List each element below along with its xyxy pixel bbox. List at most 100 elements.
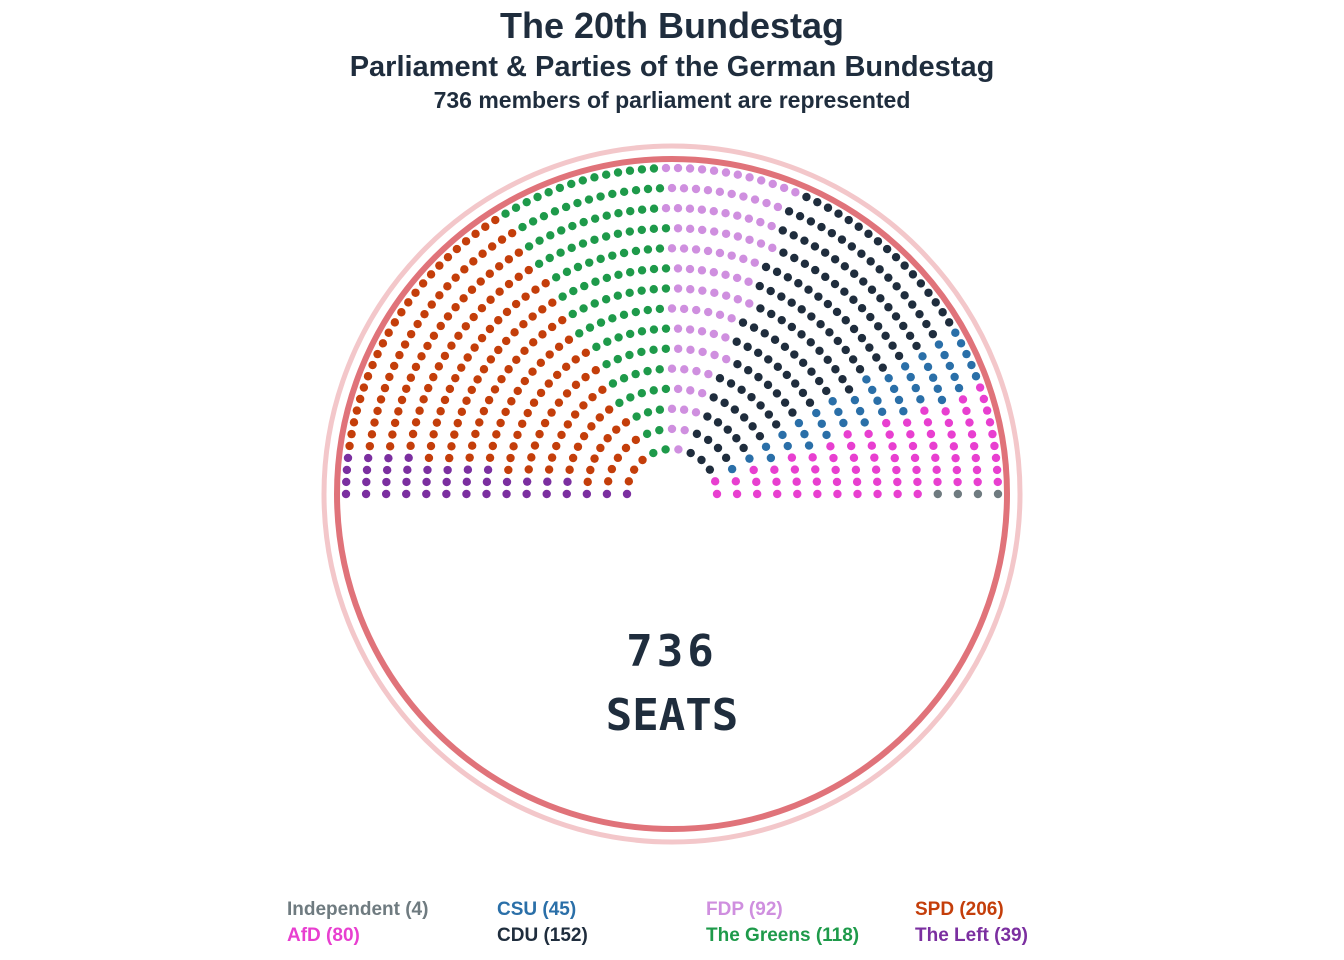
seat-the-greens (649, 345, 658, 355)
seat-afd (971, 453, 981, 463)
seat-spd (502, 336, 511, 346)
seat-cdu (924, 288, 933, 297)
seat-cdu (912, 341, 921, 351)
seat-spd (445, 384, 455, 394)
seat-spd (509, 442, 518, 451)
seat-the-greens (614, 209, 623, 218)
seat-afd (929, 441, 938, 451)
seat-csu (956, 339, 966, 348)
seat-the-greens (626, 207, 635, 216)
seat-the-greens (524, 242, 534, 251)
seat-afd (710, 477, 720, 486)
seat-cdu (905, 331, 915, 341)
seat-the-greens (573, 262, 583, 272)
seat-spd (558, 315, 567, 325)
seat-fdp (692, 305, 701, 315)
seat-spd (507, 228, 517, 238)
seat-spd (443, 282, 452, 291)
seat-fdp (698, 286, 707, 295)
seat-cdu (840, 287, 849, 296)
seat-cdu (807, 367, 816, 376)
seat-spd (429, 372, 438, 382)
seat-csu (783, 441, 792, 451)
seat-csu (889, 384, 899, 394)
seat-spd (506, 453, 515, 463)
seat-fdp (704, 369, 713, 379)
seat-spd (417, 352, 426, 361)
seat-spd (495, 287, 504, 296)
seat-fdp (667, 183, 677, 193)
seat-fdp (733, 295, 743, 304)
seat-spd (378, 339, 388, 348)
seat-the-left (343, 453, 353, 463)
seat-afd (906, 430, 915, 439)
seat-cdu (748, 422, 757, 431)
seat-afd (832, 477, 842, 487)
seat-cdu (827, 228, 837, 238)
seat-spd (479, 406, 489, 416)
seat-cdu (823, 299, 833, 309)
seat-the-left (402, 489, 411, 499)
seat-cdu (884, 303, 893, 312)
seat-fdp (703, 185, 713, 195)
seat-spd (544, 465, 554, 474)
seat-spd (404, 298, 413, 307)
seat-spd (424, 383, 433, 393)
seat-spd (501, 407, 510, 417)
seat-spd (397, 308, 406, 317)
seat-spd (471, 229, 480, 239)
seat-fdp (791, 188, 800, 197)
seat-spd (513, 386, 522, 396)
seat-spd (529, 398, 539, 407)
seat-spd (621, 443, 631, 453)
seat-cdu (838, 374, 847, 384)
seat-cdu (944, 318, 954, 327)
seat-the-greens (613, 291, 623, 300)
seat-spd (545, 350, 554, 359)
seat-cdu (855, 365, 865, 374)
seat-spd (548, 298, 557, 307)
seat-the-left (522, 489, 531, 499)
seat-fdp (680, 365, 689, 374)
seat-spd (579, 431, 589, 441)
seat-dots (341, 163, 1003, 499)
seat-cdu (791, 379, 800, 388)
seat-cdu (908, 270, 918, 279)
seat-the-left (443, 465, 452, 475)
seat-spd (547, 453, 557, 462)
seat-the-greens (602, 360, 611, 369)
seat-spd (467, 285, 477, 294)
seat-afd (931, 453, 940, 463)
seat-csu (855, 406, 865, 416)
seat-the-greens (511, 203, 521, 212)
seat-fdp (768, 243, 777, 253)
seat-csu (918, 352, 927, 361)
seat-the-greens (539, 211, 549, 221)
seat-afd (932, 465, 941, 475)
seat-cdu (825, 328, 834, 337)
seat-spd (586, 465, 595, 475)
seat-spd (389, 361, 399, 371)
seat-spd (524, 265, 533, 275)
seat-afd (812, 477, 822, 486)
seat-the-greens (649, 285, 658, 294)
seat-the-left (422, 477, 431, 487)
seat-spd (523, 408, 532, 418)
seat-cdu (703, 412, 712, 421)
seat-spd (450, 430, 459, 439)
seat-cdu (938, 308, 947, 317)
seat-cdu (756, 401, 765, 410)
seat-fdp (732, 273, 742, 283)
seat-cdu (899, 321, 908, 331)
seat-afd (787, 453, 797, 462)
seat-cdu (797, 330, 806, 339)
seat-spd (363, 372, 373, 381)
seat-cdu (815, 346, 824, 356)
seat-cdu (830, 255, 840, 264)
seat-spd (573, 442, 583, 451)
seat-cdu (730, 405, 740, 414)
seat-the-greens (601, 170, 611, 179)
seat-fdp (691, 184, 701, 194)
seat-fdp (685, 224, 695, 234)
seat-spd (497, 235, 507, 244)
